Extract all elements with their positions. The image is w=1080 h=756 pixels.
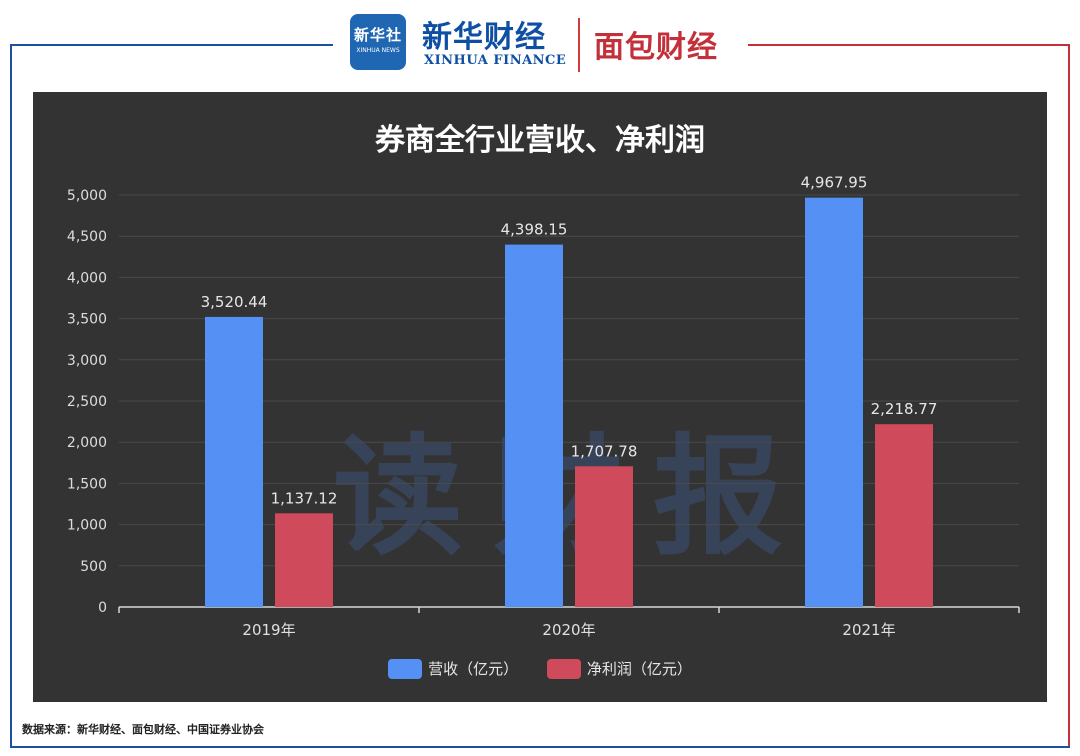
- xinhua-news-logo: 新华社 XINHUA NEWS: [350, 14, 406, 70]
- y-tick-label: 500: [80, 559, 107, 575]
- xinhua-badge-text: 新华社: [353, 26, 402, 44]
- data-label: 3,520.44: [201, 293, 268, 311]
- data-source-footnote: 数据来源：新华财经、面包财经、中国证券业协会: [22, 723, 264, 736]
- y-tick-label: 3,500: [67, 312, 107, 328]
- x-tick-label: 2021年: [842, 621, 895, 639]
- data-label: 1,707.78: [571, 442, 638, 460]
- bar-profit: [575, 466, 633, 607]
- y-tick-label: 5,000: [67, 188, 107, 204]
- data-label: 4,398.15: [501, 221, 568, 239]
- legend-label-revenue: 营收（亿元）: [428, 660, 519, 678]
- bar-revenue: [205, 316, 263, 607]
- bottom-frame-line: [10, 746, 1070, 748]
- y-tick-label: 1,500: [67, 476, 107, 492]
- data-label: 1,137.12: [271, 489, 338, 507]
- bar-profit: [875, 424, 933, 607]
- chart-panel: 读财报 券商全行业营收、净利润 0 500 1,000 1,500 2,000 2,500…: [33, 92, 1047, 702]
- bar-profit: [275, 513, 333, 607]
- xinhua-finance-logo-cn: 新华财经: [422, 20, 546, 55]
- data-label: 2,218.77: [871, 400, 938, 418]
- y-tick-label: 2,000: [67, 435, 107, 451]
- bar-revenue: [505, 244, 563, 607]
- legend-swatch-profit: [546, 658, 581, 679]
- left-frame-border: [10, 44, 12, 748]
- left-frame-line: [10, 44, 333, 46]
- xinhua-badge-subtext: XINHUA NEWS: [356, 47, 400, 54]
- bar-chart: 券商全行业营收、净利润 0 500 1,000 1,500 2,000 2,500 3,00…: [67, 123, 1020, 639]
- chart-title: 券商全行业营收、净利润: [375, 123, 705, 158]
- data-label: 4,967.95: [801, 174, 868, 192]
- y-tick-label: 4,000: [67, 270, 107, 286]
- chart-legend: 营收（亿元） 净利润（亿元）: [33, 658, 1047, 683]
- y-tick-label: 0: [98, 600, 107, 616]
- right-frame-line: [748, 44, 1070, 46]
- bar-revenue: [805, 197, 863, 607]
- right-frame-border: [1068, 44, 1070, 748]
- y-tick-label: 1,000: [67, 518, 107, 534]
- x-tick-label: 2019年: [242, 621, 295, 639]
- legend-item-revenue[interactable]: 营收（亿元）: [388, 658, 518, 679]
- mianbao-finance-logo: 面包财经: [594, 30, 718, 65]
- y-tick-label: 3,000: [67, 353, 107, 369]
- x-tick-label: 2020年: [542, 621, 595, 639]
- logo-divider: [578, 18, 580, 72]
- xinhua-finance-logo-en: XINHUA FINANCE: [424, 53, 567, 68]
- y-tick-label: 2,500: [67, 394, 107, 410]
- legend-item-profit[interactable]: 净利润（亿元）: [546, 658, 692, 679]
- legend-swatch-revenue: [388, 658, 423, 679]
- legend-label-profit: 净利润（亿元）: [586, 660, 692, 678]
- header-logos: 新华社 XINHUA NEWS 新华财经 XINHUA FINANCE 面包财经: [340, 8, 760, 78]
- y-tick-label: 4,500: [67, 229, 107, 245]
